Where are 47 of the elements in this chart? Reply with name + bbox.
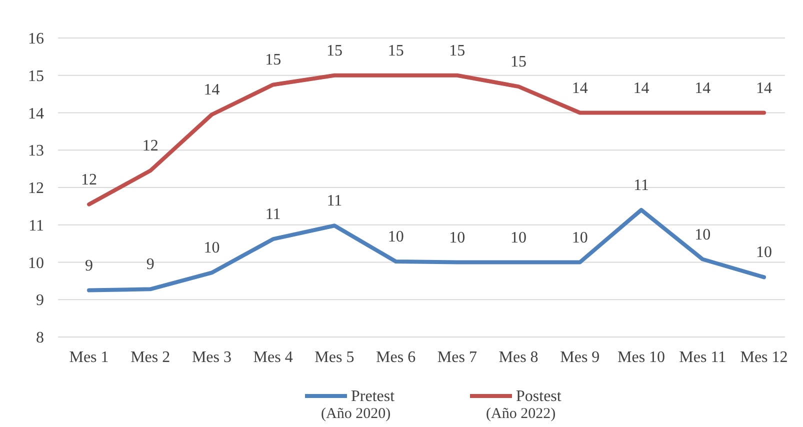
data-label: 10 bbox=[388, 228, 404, 246]
x-tick-label: Mes 9 bbox=[560, 349, 600, 366]
x-tick-label: Mes 4 bbox=[253, 349, 293, 366]
data-label: 9 bbox=[146, 256, 154, 274]
y-tick-label: 13 bbox=[28, 142, 44, 160]
x-tick-label: Mes 11 bbox=[679, 349, 726, 366]
data-label: 12 bbox=[81, 171, 97, 188]
x-tick-label: Mes 5 bbox=[314, 349, 354, 366]
data-label: 10 bbox=[204, 240, 220, 257]
x-tick-label: Mes 7 bbox=[437, 349, 477, 366]
y-tick-label: 14 bbox=[28, 105, 44, 122]
data-label: 14 bbox=[572, 80, 588, 97]
x-tick-label: Mes 6 bbox=[376, 349, 416, 366]
data-label: 14 bbox=[756, 80, 772, 97]
x-tick-label: Mes 1 bbox=[69, 349, 109, 366]
x-tick-label: Mes 8 bbox=[498, 349, 538, 366]
data-label: 10 bbox=[694, 226, 711, 244]
legend-label: Pretest (Año 2020) bbox=[321, 388, 396, 422]
y-tick-label: 12 bbox=[28, 180, 44, 198]
data-label: 15 bbox=[510, 54, 527, 71]
data-label: 10 bbox=[510, 229, 527, 246]
y-tick-label: 9 bbox=[36, 292, 44, 310]
data-label: 11 bbox=[634, 176, 649, 194]
data-label: 15 bbox=[388, 42, 404, 60]
x-tick-label: Mes 12 bbox=[740, 349, 788, 366]
data-label: 14 bbox=[694, 80, 711, 97]
x-tick-label: Mes 3 bbox=[192, 349, 232, 366]
y-tick-label: 16 bbox=[28, 30, 44, 48]
data-label: 15 bbox=[449, 42, 466, 60]
data-label: 10 bbox=[756, 244, 772, 262]
data-label: 12 bbox=[142, 138, 158, 155]
data-label: 14 bbox=[633, 80, 650, 97]
data-label: 10 bbox=[572, 229, 588, 246]
y-tick-label: 11 bbox=[28, 217, 44, 234]
data-label: 11 bbox=[265, 206, 281, 224]
y-tick-label: 10 bbox=[28, 254, 44, 272]
data-label: 9 bbox=[85, 257, 93, 274]
data-label: 15 bbox=[265, 52, 282, 69]
y-tick-label: 15 bbox=[28, 68, 44, 85]
x-tick-label: Mes 10 bbox=[617, 349, 666, 366]
data-label: 10 bbox=[449, 229, 466, 246]
data-label: 14 bbox=[204, 82, 220, 99]
data-label: 11 bbox=[326, 192, 342, 210]
y-tick-label: 8 bbox=[36, 330, 44, 347]
x-tick-label: Mes 2 bbox=[130, 349, 170, 366]
data-label: 15 bbox=[326, 42, 342, 60]
legend-label: Postest (Año 2022) bbox=[486, 388, 562, 422]
